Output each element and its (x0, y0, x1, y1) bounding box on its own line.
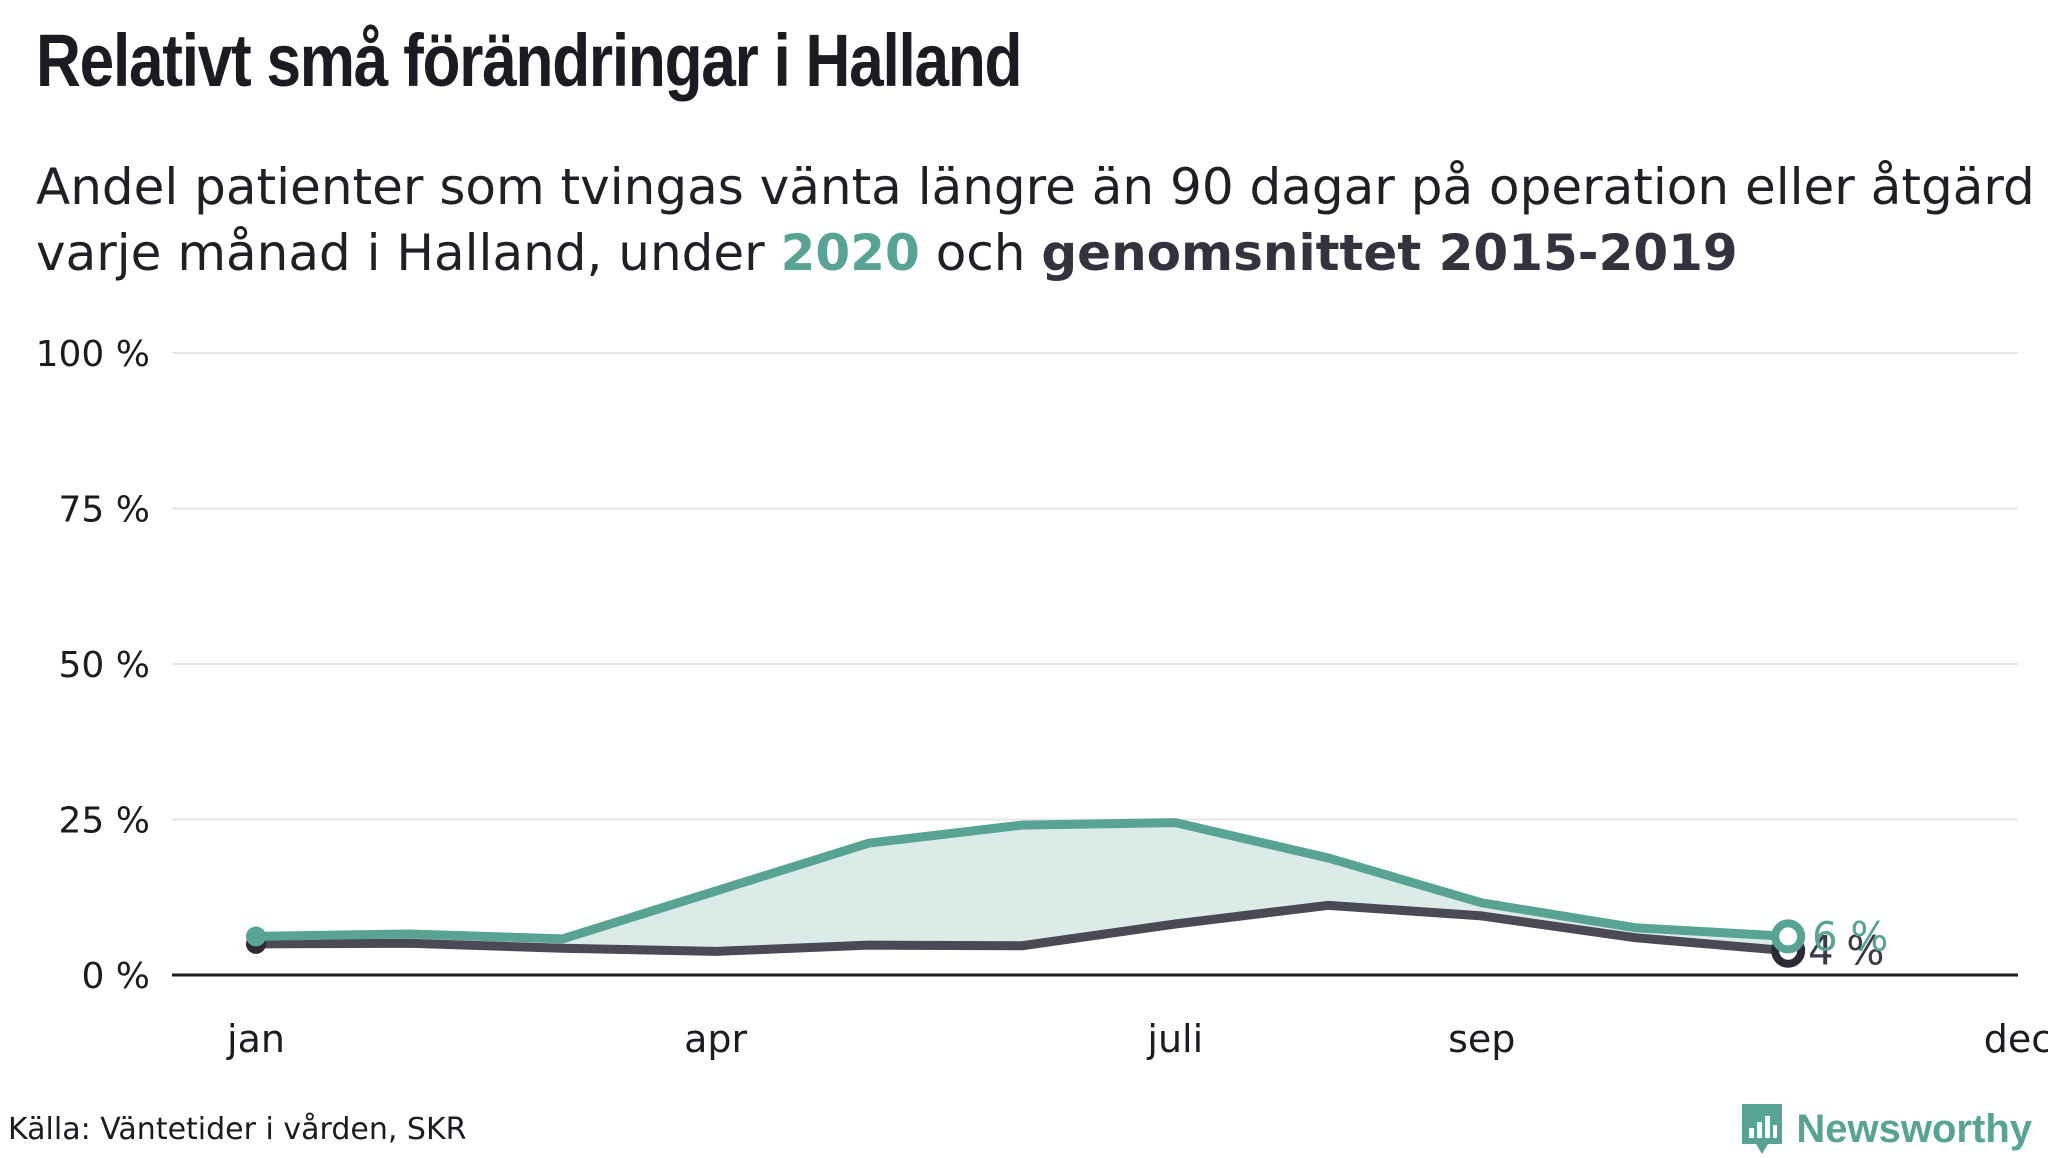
newsworthy-logo-text: Newsworthy (1796, 1106, 2032, 1151)
series-end-label-2020: 6 % (1812, 914, 1888, 960)
series-line-average (251, 900, 1793, 956)
subtitle-line-1: Andel patienter som tvingas vänta längre… (36, 158, 2035, 216)
chart-subtitle: Andel patienter som tvingas vänta längre… (36, 154, 2036, 286)
newsworthy-logo-icon (1742, 1104, 1783, 1154)
source-note: Källa: Väntetider i vården, SKR (8, 1112, 467, 1147)
newsworthy-logo: Newsworthy (1738, 1100, 2032, 1158)
x-tick-label: juli (1146, 1017, 1203, 1061)
x-tick-label: jan (226, 1017, 285, 1061)
subtitle-och: och (919, 224, 1042, 282)
x-tick-label: dec (1984, 1017, 2048, 1061)
series-end-marker-2020 (1771, 919, 1806, 954)
y-tick-label: 0 % (81, 956, 150, 997)
series-line-2020 (251, 818, 1793, 944)
legend-average: genomsnittet 2015-2019 (1041, 224, 1738, 282)
subtitle-line-2: varje månad i Halland, under 2020 och ge… (36, 220, 2036, 286)
series-start-dot-2020 (246, 926, 266, 947)
y-tick-label: 100 % (36, 334, 150, 375)
series-end-label-average: 4 % (1808, 929, 1884, 975)
line-chart: 0 % 25 % 50 % 75 % 100 % jan apr juli sep dec 4 %6… (36, 334, 2048, 1061)
x-tick-label: sep (1448, 1017, 1515, 1061)
x-tick-label: apr (684, 1017, 747, 1061)
y-tick-label: 25 % (59, 801, 150, 842)
chart-title: Relativt små förändringar i Halland (36, 19, 1023, 102)
legend-2020: 2020 (780, 224, 920, 282)
y-tick-label: 50 % (59, 645, 150, 686)
y-tick-label: 75 % (59, 490, 150, 531)
subtitle-text: varje månad i Halland, under (36, 224, 781, 282)
